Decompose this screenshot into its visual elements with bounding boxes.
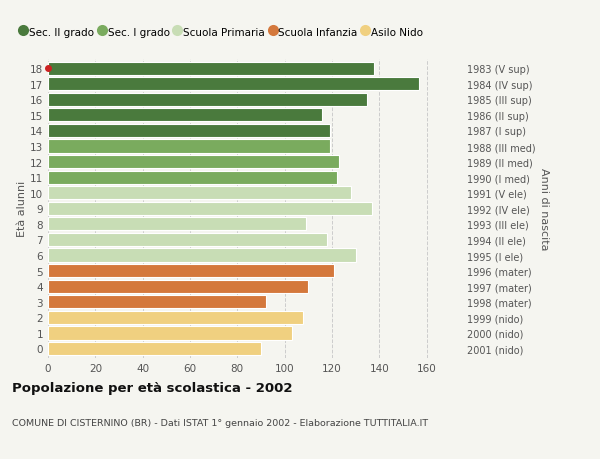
Bar (48, 187, 351, 200)
Y-axis label: Età alunni: Età alunni (17, 181, 27, 237)
Bar (48, 202, 372, 215)
Y-axis label: Anni di nascita: Anni di nascita (539, 168, 550, 250)
Bar (48, 264, 334, 278)
Bar (48, 249, 356, 262)
Bar (48, 296, 266, 309)
Legend: Sec. II grado, Sec. I grado, Scuola Primaria, Scuola Infanzia, Asilo Nido: Sec. II grado, Sec. I grado, Scuola Prim… (16, 23, 427, 42)
Bar (48, 233, 327, 246)
Bar (48, 280, 308, 293)
Bar (48, 326, 292, 340)
Bar (48, 171, 337, 185)
Bar (48, 342, 261, 355)
Bar (48, 94, 367, 106)
Bar (48, 140, 329, 153)
Bar (48, 156, 339, 169)
Bar (48, 124, 329, 138)
Bar (48, 78, 419, 91)
Text: Popolazione per età scolastica - 2002: Popolazione per età scolastica - 2002 (12, 381, 293, 394)
Bar (48, 218, 306, 231)
Bar (48, 62, 374, 76)
Bar (48, 311, 304, 324)
Text: COMUNE DI CISTERNINO (BR) - Dati ISTAT 1° gennaio 2002 - Elaborazione TUTTITALIA: COMUNE DI CISTERNINO (BR) - Dati ISTAT 1… (12, 418, 428, 427)
Bar (48, 109, 322, 122)
